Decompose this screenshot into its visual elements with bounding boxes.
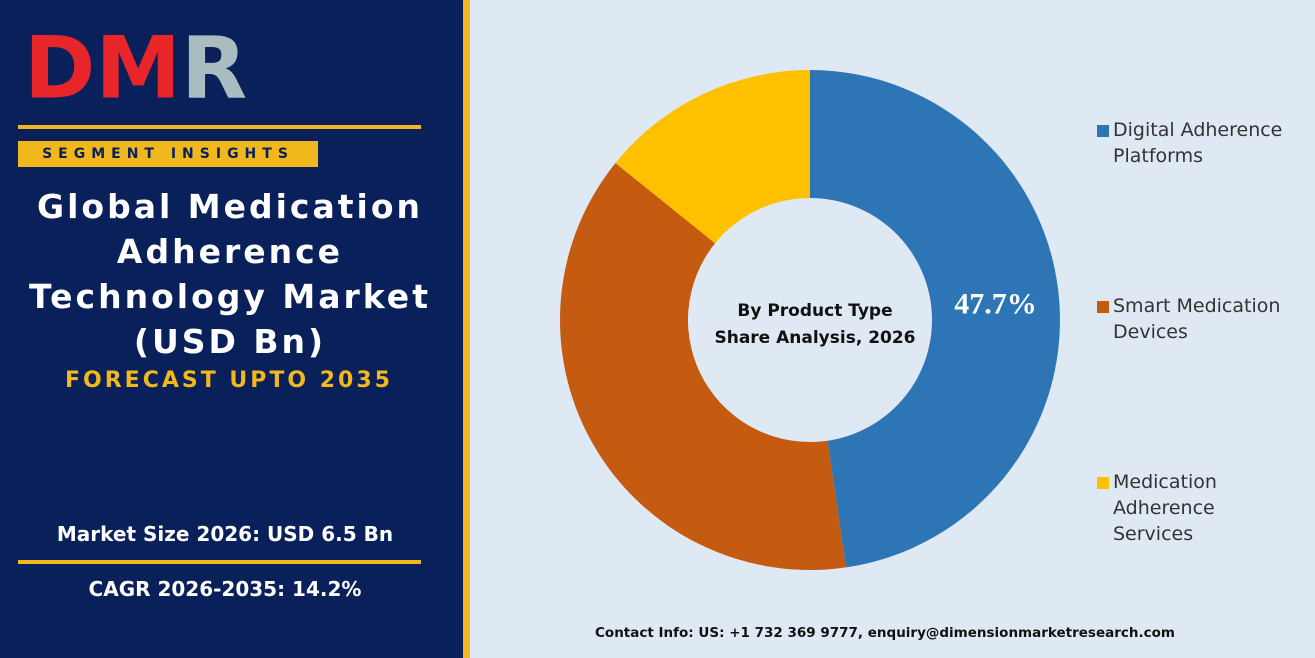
- donut-slice: [559, 163, 847, 571]
- donut-slice: [810, 70, 1061, 568]
- chart-title: By Product Type: [737, 301, 892, 321]
- divider: [18, 560, 421, 564]
- legend-item: Medication Adherence Services: [1097, 469, 1297, 547]
- forecast: FORECAST UPTO 2035: [65, 368, 393, 393]
- legend-label: Smart Medication Devices: [1113, 295, 1281, 343]
- legend-label: Medication Adherence Services: [1113, 471, 1217, 545]
- legend-item: Smart Medication Devices: [1097, 293, 1297, 345]
- panel-title: Global Medication Adherence Technology M…: [29, 187, 431, 361]
- donut-slice: [615, 70, 810, 244]
- market-size: Market Size 2026: USD 6.5 Bn: [56, 522, 394, 546]
- legend-swatch: [1097, 477, 1109, 489]
- logo-text: DMR: [24, 28, 247, 118]
- legend-label: Digital Adherence Platforms: [1113, 119, 1283, 167]
- data-label: 47.7%: [954, 287, 1037, 320]
- divider: [18, 125, 421, 129]
- legend-swatch: [1097, 125, 1109, 137]
- legend-item: Digital Adherence Platforms: [1097, 117, 1297, 169]
- stripe: [463, 0, 470, 658]
- chart-subtitle: Share Analysis, 2026: [714, 328, 915, 348]
- legend-swatch: [1097, 301, 1109, 313]
- logo: DMR: [24, 28, 247, 118]
- contact: Contact Info: US: +1 732 369 9777, enqui…: [595, 625, 1175, 641]
- side-panel: DMR SEGMENT INSIGHTS Global Medication A…: [0, 0, 463, 658]
- cagr: CAGR 2026-2035: 14.2%: [88, 577, 362, 601]
- badge: SEGMENT INSIGHTS: [18, 141, 318, 167]
